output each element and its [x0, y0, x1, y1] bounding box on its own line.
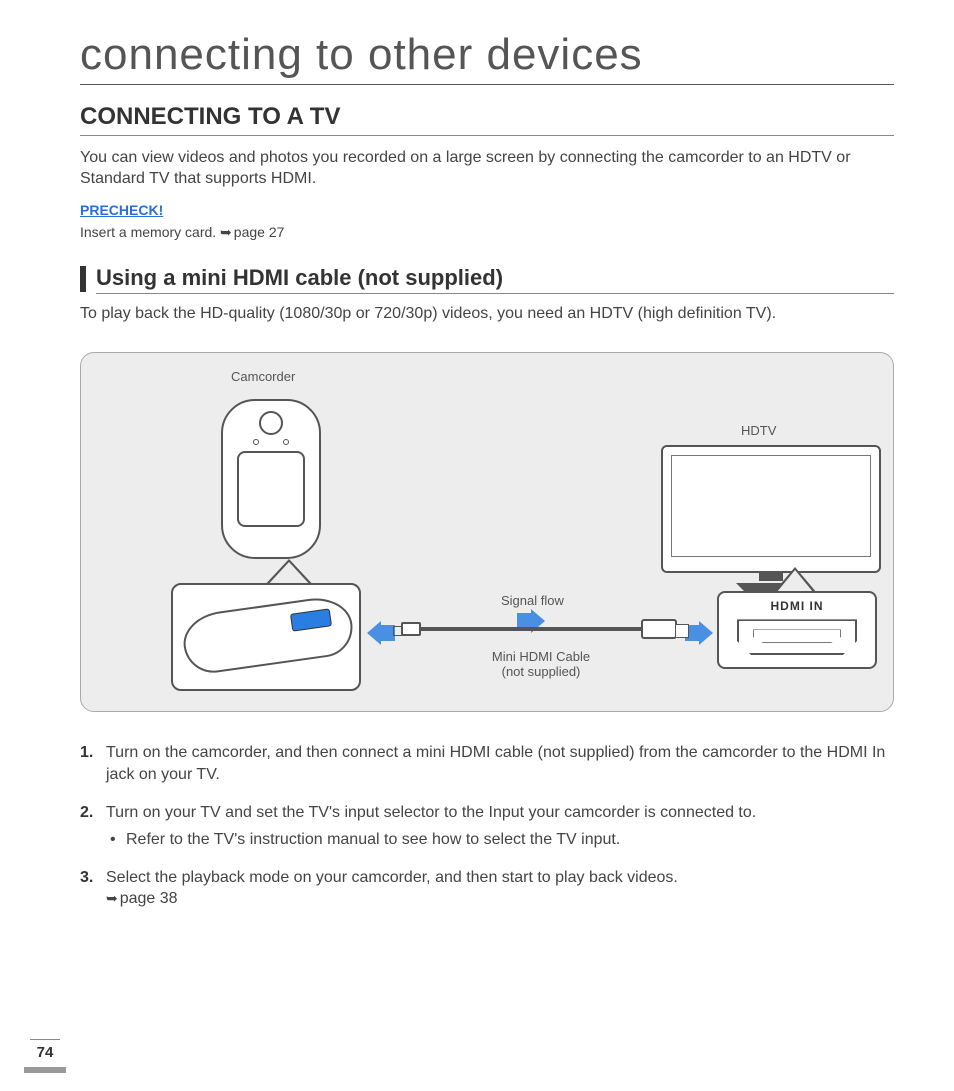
- precheck-label: PRECHECK!: [80, 202, 163, 218]
- ref-arrow-icon: [220, 224, 234, 240]
- precheck-ref: page 27: [234, 224, 285, 240]
- step-2-text: Turn on your TV and set the TV's input s…: [106, 804, 756, 821]
- hdmi-plug-icon: [641, 619, 677, 639]
- precheck-text: Insert a memory card. page 27: [80, 224, 894, 241]
- camcorder-screen-icon: [237, 451, 305, 527]
- tv-screen-icon: [671, 455, 871, 557]
- instruction-steps: Turn on the camcorder, and then connect …: [80, 742, 894, 910]
- subsection-intro: To play back the HD-quality (1080/30p or…: [80, 304, 894, 325]
- subsection-bar-icon: [80, 266, 86, 292]
- hdmi-port-icon: [737, 619, 857, 655]
- hdmi-in-label: HDMI IN: [725, 599, 869, 613]
- camcorder-buttons-icon: [223, 439, 319, 445]
- diagram-hdtv-label: HDTV: [741, 423, 776, 438]
- tv-frame-icon: [661, 445, 881, 573]
- diagram-camcorder-label: Camcorder: [231, 369, 295, 384]
- step-2: Turn on your TV and set the TV's input s…: [80, 802, 894, 851]
- dock-shape-icon: [180, 594, 357, 677]
- step-3-text: Select the playback mode on your camcord…: [106, 869, 678, 886]
- camcorder-port-closeup: [171, 583, 361, 691]
- arrow-right-icon: [685, 621, 713, 645]
- precheck-block: PRECHECK!: [80, 202, 894, 220]
- manual-page: connecting to other devices CONNECTING T…: [0, 0, 954, 956]
- diagram-signal-label: Signal flow: [501, 593, 564, 608]
- hdmi-in-closeup: HDMI IN: [717, 591, 877, 669]
- step-1: Turn on the camcorder, and then connect …: [80, 742, 894, 785]
- step-3: Select the playback mode on your camcord…: [80, 867, 894, 910]
- step-3-ref: page 38: [120, 890, 178, 907]
- ref-arrow-icon: [106, 890, 120, 907]
- section-intro: You can view videos and photos you recor…: [80, 148, 894, 190]
- subsection-title: Using a mini HDMI cable (not supplied): [96, 265, 894, 294]
- section-title: CONNECTING TO A TV: [80, 103, 894, 136]
- chapter-title: connecting to other devices: [80, 30, 894, 85]
- callout-pointer-icon: [773, 567, 817, 593]
- camcorder-icon: [221, 399, 321, 559]
- subsection-header: Using a mini HDMI cable (not supplied): [80, 265, 894, 294]
- step-1-text: Turn on the camcorder, and then connect …: [106, 744, 885, 783]
- diagram-cable-label: Mini HDMI Cable (not supplied): [481, 649, 601, 679]
- connection-diagram: Camcorder HDTV Signal flow Mini HDMI Cab…: [80, 352, 894, 712]
- page-number-bar-icon: [24, 1067, 66, 1073]
- camcorder-lens-icon: [259, 411, 283, 435]
- arrow-left-icon: [367, 621, 395, 645]
- hdmi-cable-icon: [403, 627, 675, 631]
- hdtv-icon: [661, 445, 881, 585]
- precheck-body: Insert a memory card.: [80, 224, 220, 240]
- step-2-bullets: Refer to the TV's instruction manual to …: [106, 829, 894, 851]
- page-number: 74: [30, 1039, 60, 1061]
- mini-hdmi-plug-icon: [401, 622, 421, 636]
- step-2-bullet-1: Refer to the TV's instruction manual to …: [106, 829, 894, 851]
